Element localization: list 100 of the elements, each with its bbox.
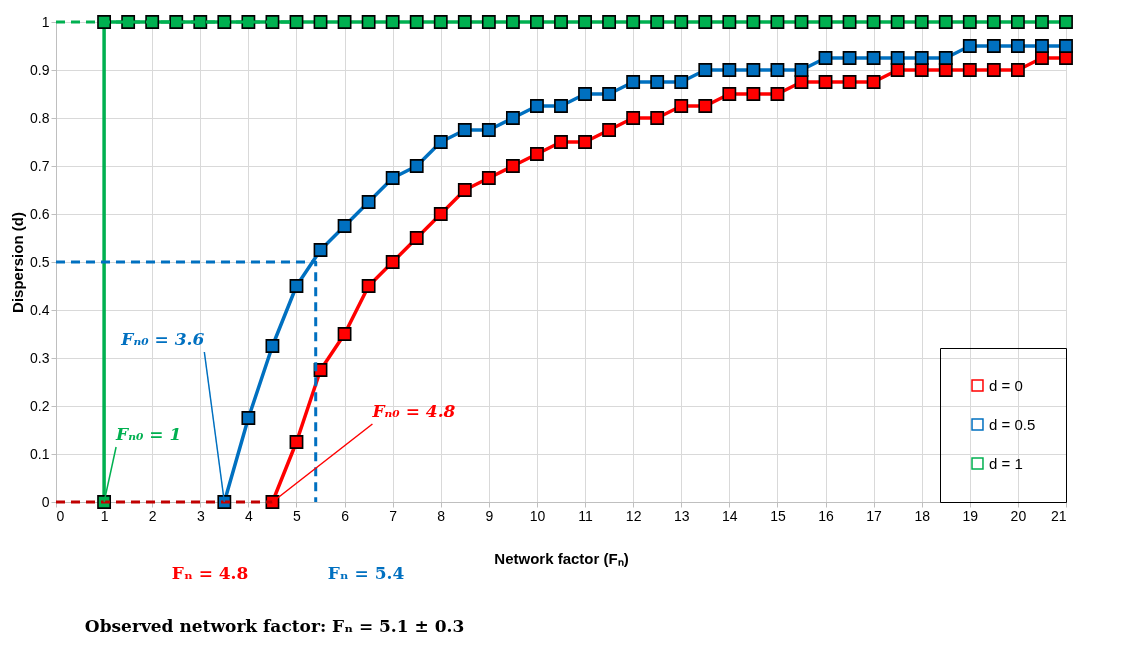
legend-label: d = 0.5 [989,415,1036,433]
point [650,111,665,125]
annotation: Fₙ₀ = 3.6 [120,329,205,349]
point [746,15,761,29]
x-tick-label: 11 [578,507,594,524]
point [457,123,472,137]
point [505,159,520,173]
point [890,51,905,65]
point [674,99,689,113]
y-tick-label: 0.7 [30,157,50,174]
point [505,15,520,29]
point [842,15,857,29]
x-tick-label: 12 [625,507,642,524]
point [481,171,496,185]
point [433,135,448,149]
point [1059,39,1073,53]
point [337,219,352,233]
point [554,99,568,113]
point [986,15,1001,29]
point [794,15,809,29]
point [241,15,256,29]
point [842,51,857,65]
point [674,75,689,89]
point [674,15,689,29]
text: Fₙ = 4.8 [171,563,249,583]
x-tick-label: 8 [437,507,446,524]
x-tick-label: 13 [673,507,690,524]
point [914,15,929,29]
point [433,15,448,29]
y-tick-label: 0.6 [30,205,50,222]
point [337,15,352,29]
annotation: Fₙ₀ = 1 [115,424,182,444]
point [313,15,328,29]
point [385,171,400,185]
text: Observed network factor: Fₙ = 5.1 ± 0.3 [84,616,465,636]
point [962,63,977,77]
legend-label: d = 1 [989,454,1023,472]
point [746,63,761,77]
point [289,15,304,29]
y-tick-label: 0.1 [30,445,50,462]
point [433,207,448,221]
point [818,15,833,29]
point [626,75,641,89]
point [650,15,665,29]
point [361,15,376,29]
point [962,39,977,53]
x-tick-label: 0 [56,507,65,524]
x-tick-label: 7 [389,507,398,524]
point [409,15,424,29]
point [361,279,376,293]
point [578,15,592,29]
point [457,183,472,197]
point [698,99,713,113]
point [842,75,857,89]
point [121,15,136,29]
point [554,135,568,149]
point [530,147,544,161]
y-tick-label: 0 [41,493,50,510]
y-axis-title: Dispersion (d) [9,212,27,313]
x-tick-label: 2 [148,507,157,524]
y-tick-label: 0.3 [30,349,50,366]
point [505,111,520,125]
x-tick-label: 18 [914,507,931,524]
point [650,75,665,89]
point [578,135,592,149]
point [481,15,496,29]
point [1010,63,1025,77]
point [385,15,400,29]
point [866,51,881,65]
point [1059,15,1073,29]
point [986,63,1001,77]
point [169,15,184,29]
point [361,195,376,209]
point [866,75,881,89]
point [457,15,472,29]
x-axis-title: Network factor (Fₙ) [494,549,629,567]
point [866,15,881,29]
point [602,123,617,137]
point [1035,39,1049,53]
x-tick-label: 4 [244,507,253,524]
point [914,51,929,65]
point [818,75,833,89]
point [626,15,641,29]
point [1010,15,1025,29]
x-tick-label: 15 [770,507,786,524]
point [265,339,280,353]
x-tick-label: 20 [1010,507,1027,524]
point [698,63,713,77]
legend-label: d = 0 [989,376,1023,394]
point [385,255,400,269]
x-tick-label: 1 [100,507,109,524]
x-tick-label: 17 [866,507,883,524]
point [530,99,544,113]
point [313,243,328,257]
x-tick-label: 16 [818,507,835,524]
x-tick-label: 14 [722,507,738,524]
point [722,87,737,101]
point [578,87,592,101]
annotation: Fₙ₀ = 4.8 [371,401,456,421]
point [1010,39,1025,53]
